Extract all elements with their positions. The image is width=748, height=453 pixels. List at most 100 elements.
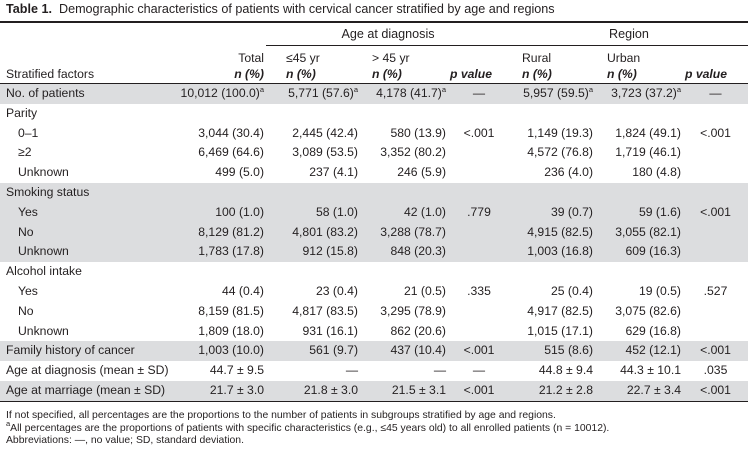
footnote: If not specified, all percentages are th… [6, 410, 556, 421]
le45-cell: 237 (4.1) [309, 165, 358, 180]
pvalue-region-cell: .035 [703, 363, 728, 378]
urban-cell: 22.7 ± 3.4 [595, 380, 683, 402]
gt45-cell: — [433, 363, 446, 378]
table-footnotes: If not specified, all percentages are th… [6, 410, 609, 448]
section-row-alcohol: Alcohol intake [0, 262, 748, 282]
pvalue-age-cell: — [472, 363, 486, 378]
gt45-unit-header: n (%) [360, 66, 448, 84]
le45-cell: — [345, 363, 358, 378]
row-label: Age at marriage (mean ± SD) [0, 380, 178, 402]
row-label: Yes [18, 283, 38, 298]
total-cell: 10,012 (100.0)a [178, 83, 266, 104]
footnote: Abbreviations: —, no value; SD, standard… [6, 435, 244, 447]
gt45-cell: 3,352 (80.2) [380, 145, 446, 160]
total-cell: 1,783 (17.8) [178, 242, 266, 263]
table-row: No. of patients 10,012 (100.0)a 5,771 (5… [0, 83, 748, 104]
gt45-cell: 3,295 (78.9) [380, 303, 446, 318]
table-row: Unknown 1,783 (17.8) 912 (15.8) 848 (20.… [0, 242, 748, 263]
total-cell: 1,003 (10.0) [178, 341, 266, 362]
le45-column-header: ≤45 yr [286, 51, 320, 65]
stratified-factors-header: Stratified factors [0, 66, 178, 84]
rural-cell: 44.8 ± 9.4 [538, 363, 593, 378]
total-cell: 6,469 (64.6) [198, 145, 264, 160]
table-row: Yes 44 (0.4) 23 (0.4) 21 (0.5) .335 25 (… [0, 282, 748, 302]
urban-cell: 609 (16.3) [595, 242, 683, 263]
table-row: Age at marriage (mean ± SD) 21.7 ± 3.0 2… [0, 380, 748, 402]
row-label: Yes [0, 202, 178, 223]
le45-cell: 58 (1.0) [266, 202, 360, 223]
pvalue-region-header: p value [683, 66, 748, 84]
le45-cell: 4,801 (83.2) [266, 222, 360, 243]
gt45-cell: 580 (13.9) [390, 125, 446, 140]
urban-cell: 3,723 (37.2)a [595, 83, 683, 104]
table-row: ≥2 6,469 (64.6) 3,089 (53.5) 3,352 (80.2… [0, 143, 748, 163]
le45-cell: 23 (0.4) [315, 283, 358, 298]
pvalue-age-cell: .335 [467, 283, 491, 298]
urban-cell: 44.3 ± 10.1 [620, 363, 681, 378]
section-row-smoking: Smoking status [0, 182, 748, 203]
rural-cell: 1,003 (16.8) [510, 242, 595, 263]
table-row: Unknown 499 (5.0) 237 (4.1) 246 (5.9) 23… [0, 163, 748, 183]
total-cell: 3,044 (30.4) [198, 125, 264, 140]
urban-cell: 1,719 (46.1) [615, 145, 681, 160]
header-name-row: Total ≤45 yr > 45 yr Rural Urban [0, 46, 748, 67]
total-cell: 8,159 (81.5) [198, 303, 264, 318]
gt45-cell: 21.5 ± 3.1 [360, 380, 448, 402]
total-cell: 21.7 ± 3.0 [178, 380, 266, 402]
gt45-cell: 437 (10.4) [360, 341, 448, 362]
row-label: 0–1 [18, 125, 39, 140]
region-group-header: Region [510, 21, 748, 46]
section-row-parity: Parity [0, 104, 748, 124]
pvalue-region-cell: <.001 [683, 341, 748, 362]
pvalue-region-cell: — [683, 83, 748, 104]
table-row: No 8,129 (81.2) 4,801 (83.2) 3,288 (78.7… [0, 222, 748, 243]
le45-cell: 5,771 (57.6)a [266, 83, 360, 104]
section-label: Alcohol intake [6, 264, 82, 279]
table-row: Family history of cancer 1,003 (10.0) 56… [0, 341, 748, 362]
le45-cell: 931 (16.1) [302, 323, 358, 338]
le45-cell: 912 (15.8) [266, 242, 360, 263]
table-row: 0–1 3,044 (30.4) 2,445 (42.4) 580 (13.9)… [0, 124, 748, 144]
pvalue-age-cell: — [448, 83, 510, 104]
total-cell: 44 (0.4) [221, 283, 264, 298]
urban-column-header: Urban [607, 51, 641, 65]
le45-cell: 3,089 (53.5) [292, 145, 358, 160]
gt45-cell: 848 (20.3) [360, 242, 448, 263]
rural-cell: 4,917 (82.5) [527, 303, 593, 318]
urban-cell: 3,075 (82.6) [615, 303, 681, 318]
total-unit-header: n (%) [178, 66, 266, 84]
table-caption: Table 1. Demographic characteristics of … [6, 2, 555, 16]
row-label: Unknown [18, 165, 69, 180]
gt45-column-header: > 45 yr [372, 51, 410, 65]
demographics-table: Age at diagnosis Region Total ≤45 yr > 4… [0, 21, 748, 402]
urban-cell: 180 (4.8) [632, 165, 681, 180]
rural-cell: 5,957 (59.5)a [510, 83, 595, 104]
urban-cell: 1,824 (49.1) [615, 125, 681, 140]
total-column-header: Total [238, 50, 264, 65]
footnote: aAll percentages are the proportions of … [6, 418, 610, 434]
gt45-cell: 42 (1.0) [360, 202, 448, 223]
pvalue-age-cell: .779 [448, 202, 510, 223]
total-cell: 8,129 (81.2) [178, 222, 266, 243]
header-group-row: Age at diagnosis Region [0, 21, 748, 46]
table-row: Yes 100 (1.0) 58 (1.0) 42 (1.0) .779 39 … [0, 202, 748, 223]
rural-cell: 1,149 (19.3) [527, 125, 593, 140]
row-label: Age at diagnosis (mean ± SD) [6, 363, 169, 378]
gt45-cell: 4,178 (41.7)a [360, 83, 448, 104]
le45-cell: 561 (9.7) [266, 341, 360, 362]
table-label: Table 1. [6, 2, 52, 16]
gt45-cell: 246 (5.9) [397, 165, 446, 180]
le45-cell: 2,445 (42.4) [292, 125, 358, 140]
urban-unit-header: n (%) [595, 66, 683, 84]
row-label: No. of patients [0, 83, 178, 104]
urban-cell: 629 (16.8) [625, 323, 681, 338]
row-label: Unknown [18, 323, 69, 338]
gt45-cell: 21 (0.5) [403, 283, 446, 298]
total-cell: 44.7 ± 9.5 [209, 363, 264, 378]
rural-cell: 4,915 (82.5) [510, 222, 595, 243]
gt45-cell: 862 (20.6) [390, 323, 446, 338]
rural-cell: 236 (4.0) [544, 165, 593, 180]
pvalue-age-cell: <.001 [448, 380, 510, 402]
rural-cell: 515 (8.6) [510, 341, 595, 362]
pvalue-age-cell: <.001 [463, 125, 495, 140]
